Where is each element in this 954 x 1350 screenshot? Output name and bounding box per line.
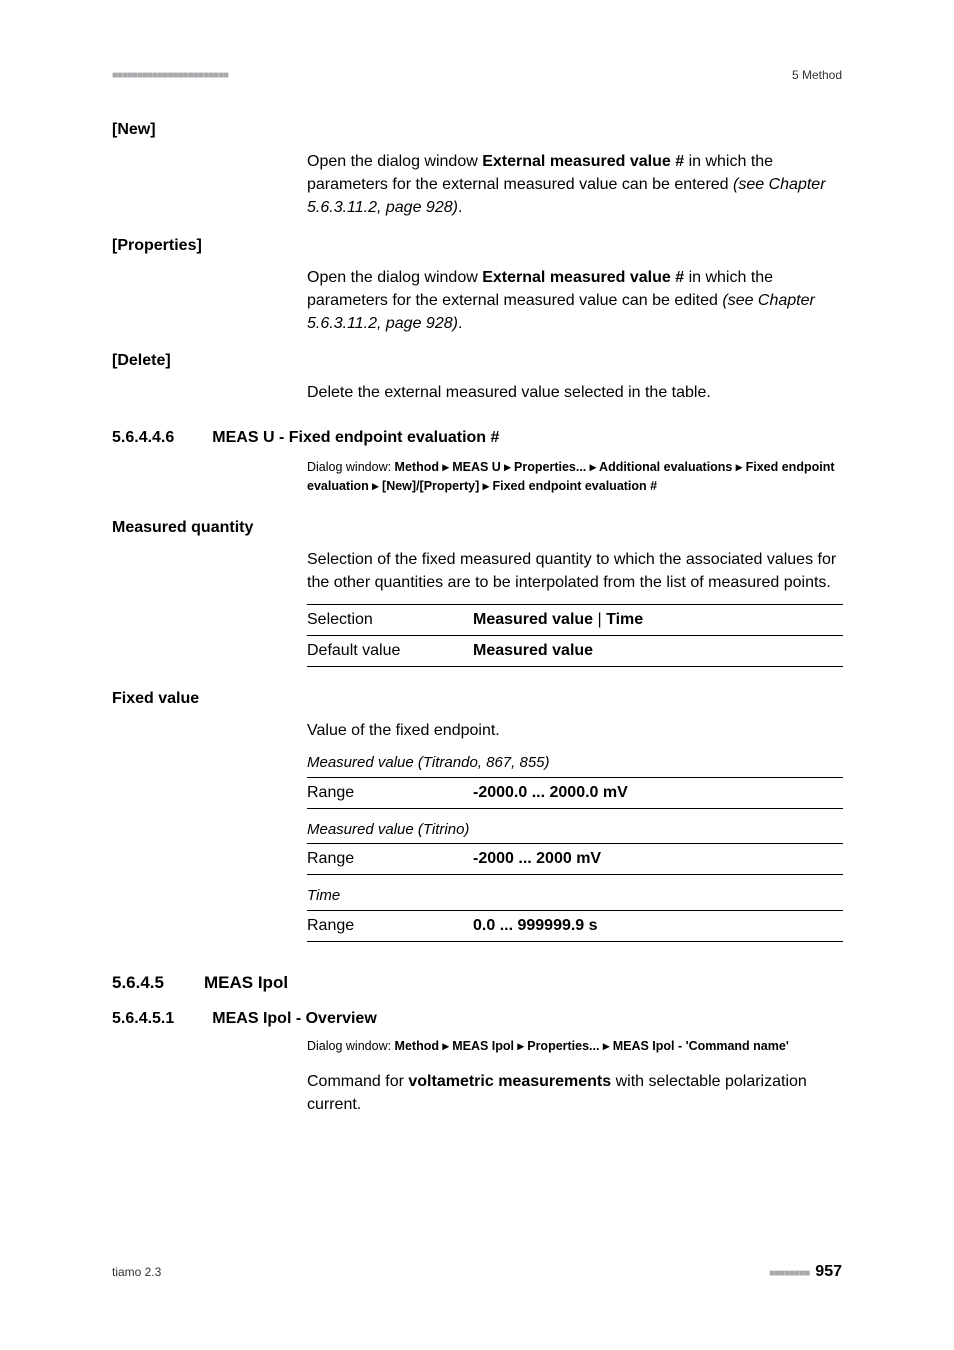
footer-page-number: 957 [815, 1263, 842, 1280]
table-row: Selection Measured value | Time [307, 605, 843, 636]
table-caption: Time [307, 885, 842, 908]
measured-quantity-body: Selection of the fixed measured quantity… [307, 548, 842, 594]
range-table: Range -2000.0 ... 2000.0 mV [307, 777, 843, 809]
header-chapter: 5 Method [792, 66, 842, 84]
table-caption: Measured value (Titrando, 867, 855) [307, 752, 842, 775]
page-content: [New] Open the dialog window External me… [112, 108, 842, 1127]
table-row: Range 0.0 ... 999999.9 s [307, 910, 843, 941]
footer-dots: ■■■■■■■■ [769, 1268, 809, 1279]
section-number: 5.6.4.5.1 [112, 1007, 174, 1031]
properties-body: Open the dialog window External measured… [307, 266, 842, 336]
val-a: Measured value [473, 611, 593, 628]
page-footer: tiamo 2.3 ■■■■■■■■ 957 [112, 1260, 842, 1284]
measured-quantity-label: Measured quantity [112, 516, 842, 540]
new-body: Open the dialog window External measured… [307, 150, 842, 220]
section-56451-body: Command for voltametric measurements wit… [307, 1070, 842, 1116]
val-b: Time [606, 611, 643, 628]
breadcrumb: Dialog window: Method ▸ MEAS U ▸ Propert… [307, 458, 842, 496]
text: Open the dialog window [307, 269, 482, 286]
section-title: MEAS Ipol [204, 970, 288, 996]
cell-key: Default value [307, 636, 473, 667]
cell-val: -2000 ... 2000 mV [473, 844, 843, 875]
cell-val: -2000.0 ... 2000.0 mV [473, 777, 843, 808]
table-caption: Measured value (Titrino) [307, 819, 842, 842]
text-bold: voltametric measurements [408, 1073, 611, 1090]
page-header: ■■■■■■■■■■■■■■■■■■■■■■■ 5 Method [112, 66, 842, 84]
cell-val: Measured value | Time [473, 605, 843, 636]
measured-quantity-table: Selection Measured value | Time Default … [307, 604, 843, 667]
text-bold: External measured value # [482, 153, 684, 170]
delete-body: Delete the external measured value selec… [307, 381, 842, 404]
section-title: MEAS U - Fixed endpoint evaluation # [212, 426, 499, 450]
crumb-prefix: Dialog window: [307, 1039, 395, 1053]
cell-key: Selection [307, 605, 473, 636]
cell-key: Range [307, 777, 473, 808]
val-sep: | [593, 611, 606, 628]
delete-label: [Delete] [112, 349, 842, 373]
section-number: 5.6.4.5 [112, 970, 164, 996]
table-row: Range -2000 ... 2000 mV [307, 844, 843, 875]
footer-right: ■■■■■■■■ 957 [769, 1260, 842, 1284]
text: . [458, 315, 462, 332]
fixed-value-label: Fixed value [112, 687, 842, 711]
cell-key: Range [307, 844, 473, 875]
new-label: [New] [112, 118, 842, 142]
cell-key: Range [307, 910, 473, 941]
header-dots: ■■■■■■■■■■■■■■■■■■■■■■■ [112, 68, 228, 83]
properties-label: [Properties] [112, 234, 842, 258]
text: Command for [307, 1073, 408, 1090]
section-number: 5.6.4.4.6 [112, 426, 174, 450]
range-table: Range 0.0 ... 999999.9 s [307, 910, 843, 942]
breadcrumb: Dialog window: Method ▸ MEAS Ipol ▸ Prop… [307, 1037, 842, 1056]
section-5645: 5.6.4.5 MEAS Ipol [112, 970, 842, 996]
text: . [458, 199, 462, 216]
footer-product: tiamo 2.3 [112, 1263, 161, 1281]
cell-val: Measured value [473, 636, 843, 667]
crumb-path: Method ▸ MEAS Ipol ▸ Properties... ▸ MEA… [395, 1039, 789, 1053]
section-title: MEAS Ipol - Overview [212, 1007, 376, 1031]
section-56451: 5.6.4.5.1 MEAS Ipol - Overview [112, 1007, 842, 1031]
text-bold: External measured value # [482, 269, 684, 286]
table-row: Range -2000.0 ... 2000.0 mV [307, 777, 843, 808]
table-row: Default value Measured value [307, 636, 843, 667]
text: Open the dialog window [307, 153, 482, 170]
crumb-prefix: Dialog window: [307, 460, 395, 474]
range-table: Range -2000 ... 2000 mV [307, 843, 843, 875]
cell-val: 0.0 ... 999999.9 s [473, 910, 843, 941]
section-56446: 5.6.4.4.6 MEAS U - Fixed endpoint evalua… [112, 426, 842, 450]
fixed-value-body: Value of the fixed endpoint. [307, 719, 842, 742]
